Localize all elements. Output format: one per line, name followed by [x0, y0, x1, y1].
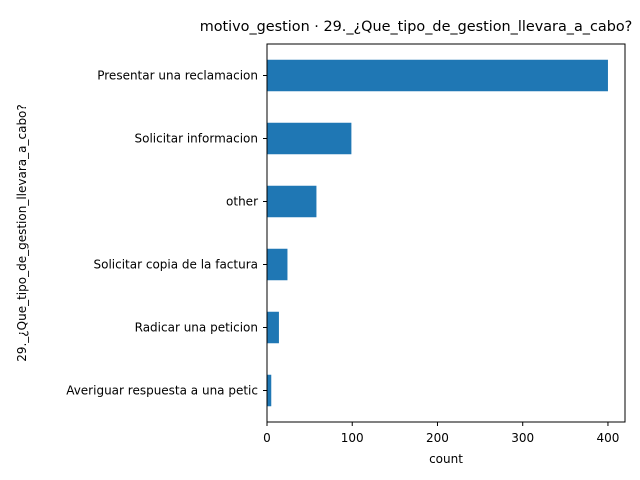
x-tick-label: 0	[263, 431, 271, 445]
y-tick-label: Solicitar informacion	[134, 132, 258, 146]
y-tick-label: Solicitar copia de la factura	[93, 258, 258, 272]
x-tick-label: 400	[596, 431, 619, 445]
y-tick-label: Radicar una peticion	[135, 321, 258, 335]
bar	[267, 374, 272, 407]
y-tick-labels: Presentar una reclamacion Solicitar infor…	[66, 69, 267, 398]
x-ticks: 0 100 200 300 400	[263, 422, 619, 445]
y-tick-label: Presentar una reclamacion	[97, 69, 258, 83]
bar	[267, 122, 352, 155]
bars-group	[267, 59, 608, 407]
y-tick-label: other	[226, 195, 258, 209]
x-axis-label: count	[429, 452, 463, 466]
bar	[267, 248, 288, 281]
x-tick-label: 100	[341, 431, 364, 445]
y-tick-label: Averiguar respuesta a una petic	[66, 384, 258, 398]
bar	[267, 185, 317, 218]
y-axis-label: 29._¿Que_tipo_de_gestion_llevara_a_cabo?	[15, 104, 29, 362]
bar	[267, 59, 608, 92]
chart-title: motivo_gestion · 29._¿Que_tipo_de_gestio…	[200, 19, 633, 35]
bar	[267, 311, 279, 344]
plot-frame	[266, 43, 626, 423]
x-tick-label: 200	[426, 431, 449, 445]
x-tick-label: 300	[511, 431, 534, 445]
